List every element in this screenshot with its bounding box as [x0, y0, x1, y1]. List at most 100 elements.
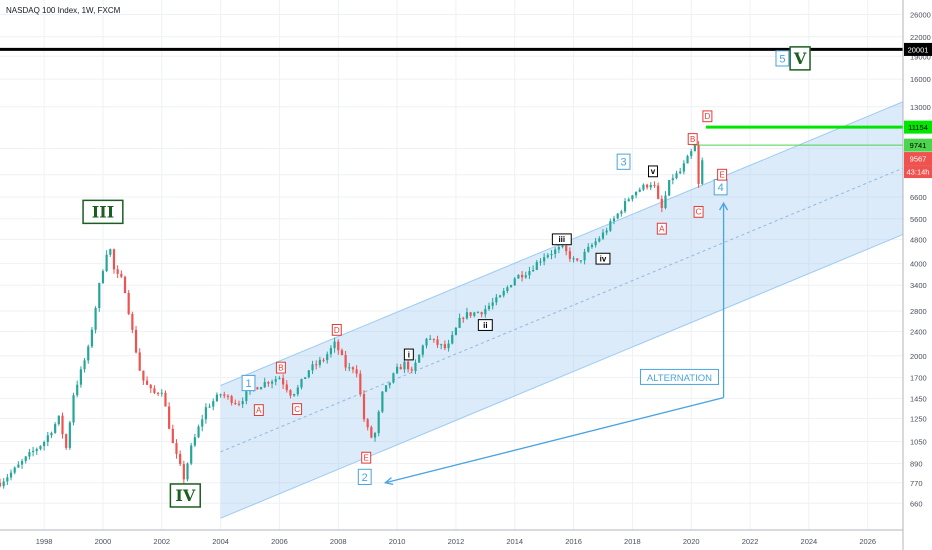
candle-body: [285, 384, 288, 391]
candle-body: [454, 327, 458, 335]
candle-body: [693, 145, 696, 152]
candle-body: [671, 178, 674, 181]
candle-body: [226, 395, 230, 397]
candle-body: [90, 329, 94, 347]
candle-body: [304, 377, 307, 380]
candle-body: [149, 384, 152, 389]
candle-body: [293, 394, 296, 396]
candle-body: [230, 396, 233, 403]
candle-body: [296, 387, 299, 395]
candle-body: [399, 366, 402, 370]
wave-A-label-2-box: [656, 222, 667, 235]
candle-body: [156, 392, 160, 394]
wave-B-label-2: B: [687, 133, 698, 145]
y-tick-label: 16000: [910, 75, 931, 84]
candle-body: [480, 312, 483, 315]
candle-body: [370, 427, 373, 438]
candle-body: [94, 307, 97, 330]
x-tick-label: 2022: [742, 537, 759, 546]
candle-body: [208, 406, 211, 408]
candle-body: [565, 245, 568, 252]
candle-body: [579, 260, 583, 262]
candle-body: [278, 378, 281, 380]
candle-body: [263, 382, 266, 388]
candle-body: [46, 435, 49, 443]
candle-body: [337, 341, 340, 351]
wave-C-label-2-box: [693, 205, 704, 218]
candle-body: [98, 283, 101, 308]
candle-body: [101, 271, 105, 284]
candle-body: [315, 364, 318, 366]
candle-body: [17, 464, 20, 468]
wave-III-label: III: [82, 199, 124, 225]
y-tick-label: 6600: [910, 193, 927, 202]
candle-body: [642, 184, 645, 190]
wave-D-label-1: D: [331, 323, 342, 336]
tag-countdown-text: 43:14h: [907, 168, 930, 177]
x-tick-label: 2010: [389, 537, 406, 546]
chart-title: NASDAQ 100 Index, 1W, FXCM: [6, 6, 121, 15]
tag-last-price-bg: [904, 152, 932, 166]
candle-body: [509, 285, 513, 288]
tag-target-text: 11154: [908, 123, 928, 132]
tag-last-price: 9567: [904, 152, 932, 166]
candle-body: [476, 312, 480, 314]
x-tick-label: 2002: [153, 537, 170, 546]
candle-body: [513, 278, 516, 286]
y-tick-label: 2400: [910, 328, 927, 337]
tag-last-price-text: 9567: [910, 155, 927, 164]
candle-body: [653, 184, 656, 186]
candle-body: [601, 232, 605, 239]
wave-III-label-box: [82, 199, 124, 225]
candle-body: [190, 445, 193, 464]
y-tick-label: 26000: [910, 11, 931, 20]
candle-body: [116, 269, 119, 274]
wave-5-label-box: [775, 50, 790, 67]
candle-body: [425, 338, 428, 346]
candle-body: [175, 443, 178, 454]
candle-body: [554, 249, 557, 254]
y-tick-label: 4000: [910, 260, 927, 269]
y-tick-label: 3400: [910, 281, 927, 290]
candle-body: [532, 269, 535, 272]
wave-2-label: 2: [357, 468, 372, 485]
wave-iv-label-box: [595, 252, 611, 265]
candle-body: [594, 241, 597, 246]
candle-body: [256, 387, 259, 390]
x-tick-label: 2026: [859, 537, 876, 546]
tag-resistance-text: 20001: [908, 45, 929, 54]
candle-body: [138, 352, 141, 371]
candle-body: [465, 312, 469, 319]
candle-body: [134, 329, 138, 353]
candle-body: [631, 195, 634, 200]
channel-fill: [220, 101, 903, 519]
wave-B-label-2-text: B: [690, 135, 695, 144]
tag-target: 11154: [904, 120, 932, 134]
y-tick-label: 1450: [910, 395, 927, 404]
candle-body: [451, 334, 454, 344]
wave-ii-label: ii: [477, 319, 493, 331]
candle-body: [219, 394, 222, 396]
candle-body: [57, 415, 60, 425]
wave-E-label-1: E: [361, 451, 372, 464]
wave-4-label-text: 4: [718, 182, 724, 194]
wave-C-label-1-box: [292, 403, 303, 415]
wave-A-label-1: A: [253, 404, 264, 416]
candle-body: [517, 274, 520, 279]
candle-body: [267, 382, 270, 384]
tag-resistance-bg: [904, 42, 932, 56]
candle-body: [348, 367, 351, 369]
candle-body: [171, 428, 174, 444]
candle-body: [440, 344, 443, 346]
tag-countdown-bg: [904, 165, 932, 179]
candle-body: [20, 461, 24, 465]
candle-body: [484, 308, 487, 315]
candle-body: [2, 481, 5, 487]
candle-body: [495, 297, 498, 303]
candle-body: [112, 249, 116, 270]
wave-1-label-box: [241, 374, 256, 392]
y-tick-label: 1250: [910, 414, 927, 423]
wave-iii-label-box: [551, 233, 572, 246]
wave-C-label-1-text: C: [294, 405, 300, 414]
